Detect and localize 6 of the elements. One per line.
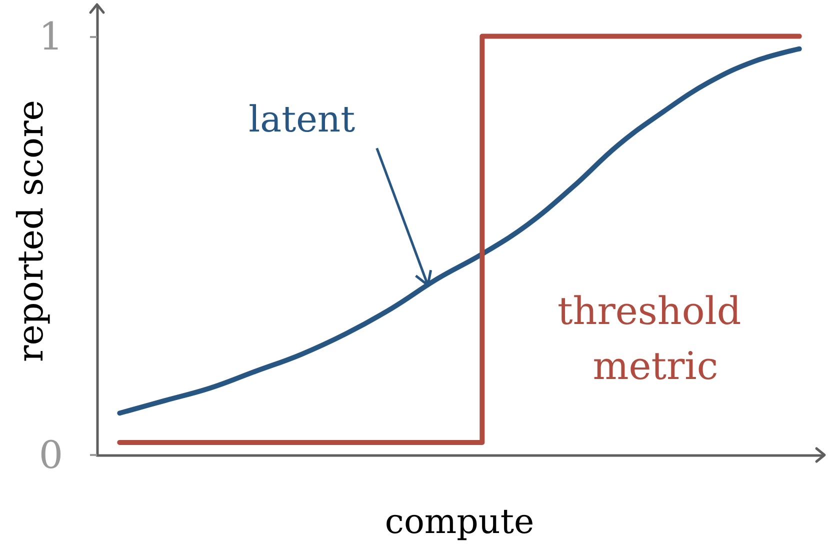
y-tick-label: 0	[38, 433, 63, 477]
y-tick-label: 1	[38, 14, 63, 58]
y-axis-title: reported score	[12, 100, 52, 362]
x-axis-title: compute	[384, 502, 534, 542]
text: latent	[248, 100, 356, 141]
series-label: threshold metric	[558, 289, 754, 388]
